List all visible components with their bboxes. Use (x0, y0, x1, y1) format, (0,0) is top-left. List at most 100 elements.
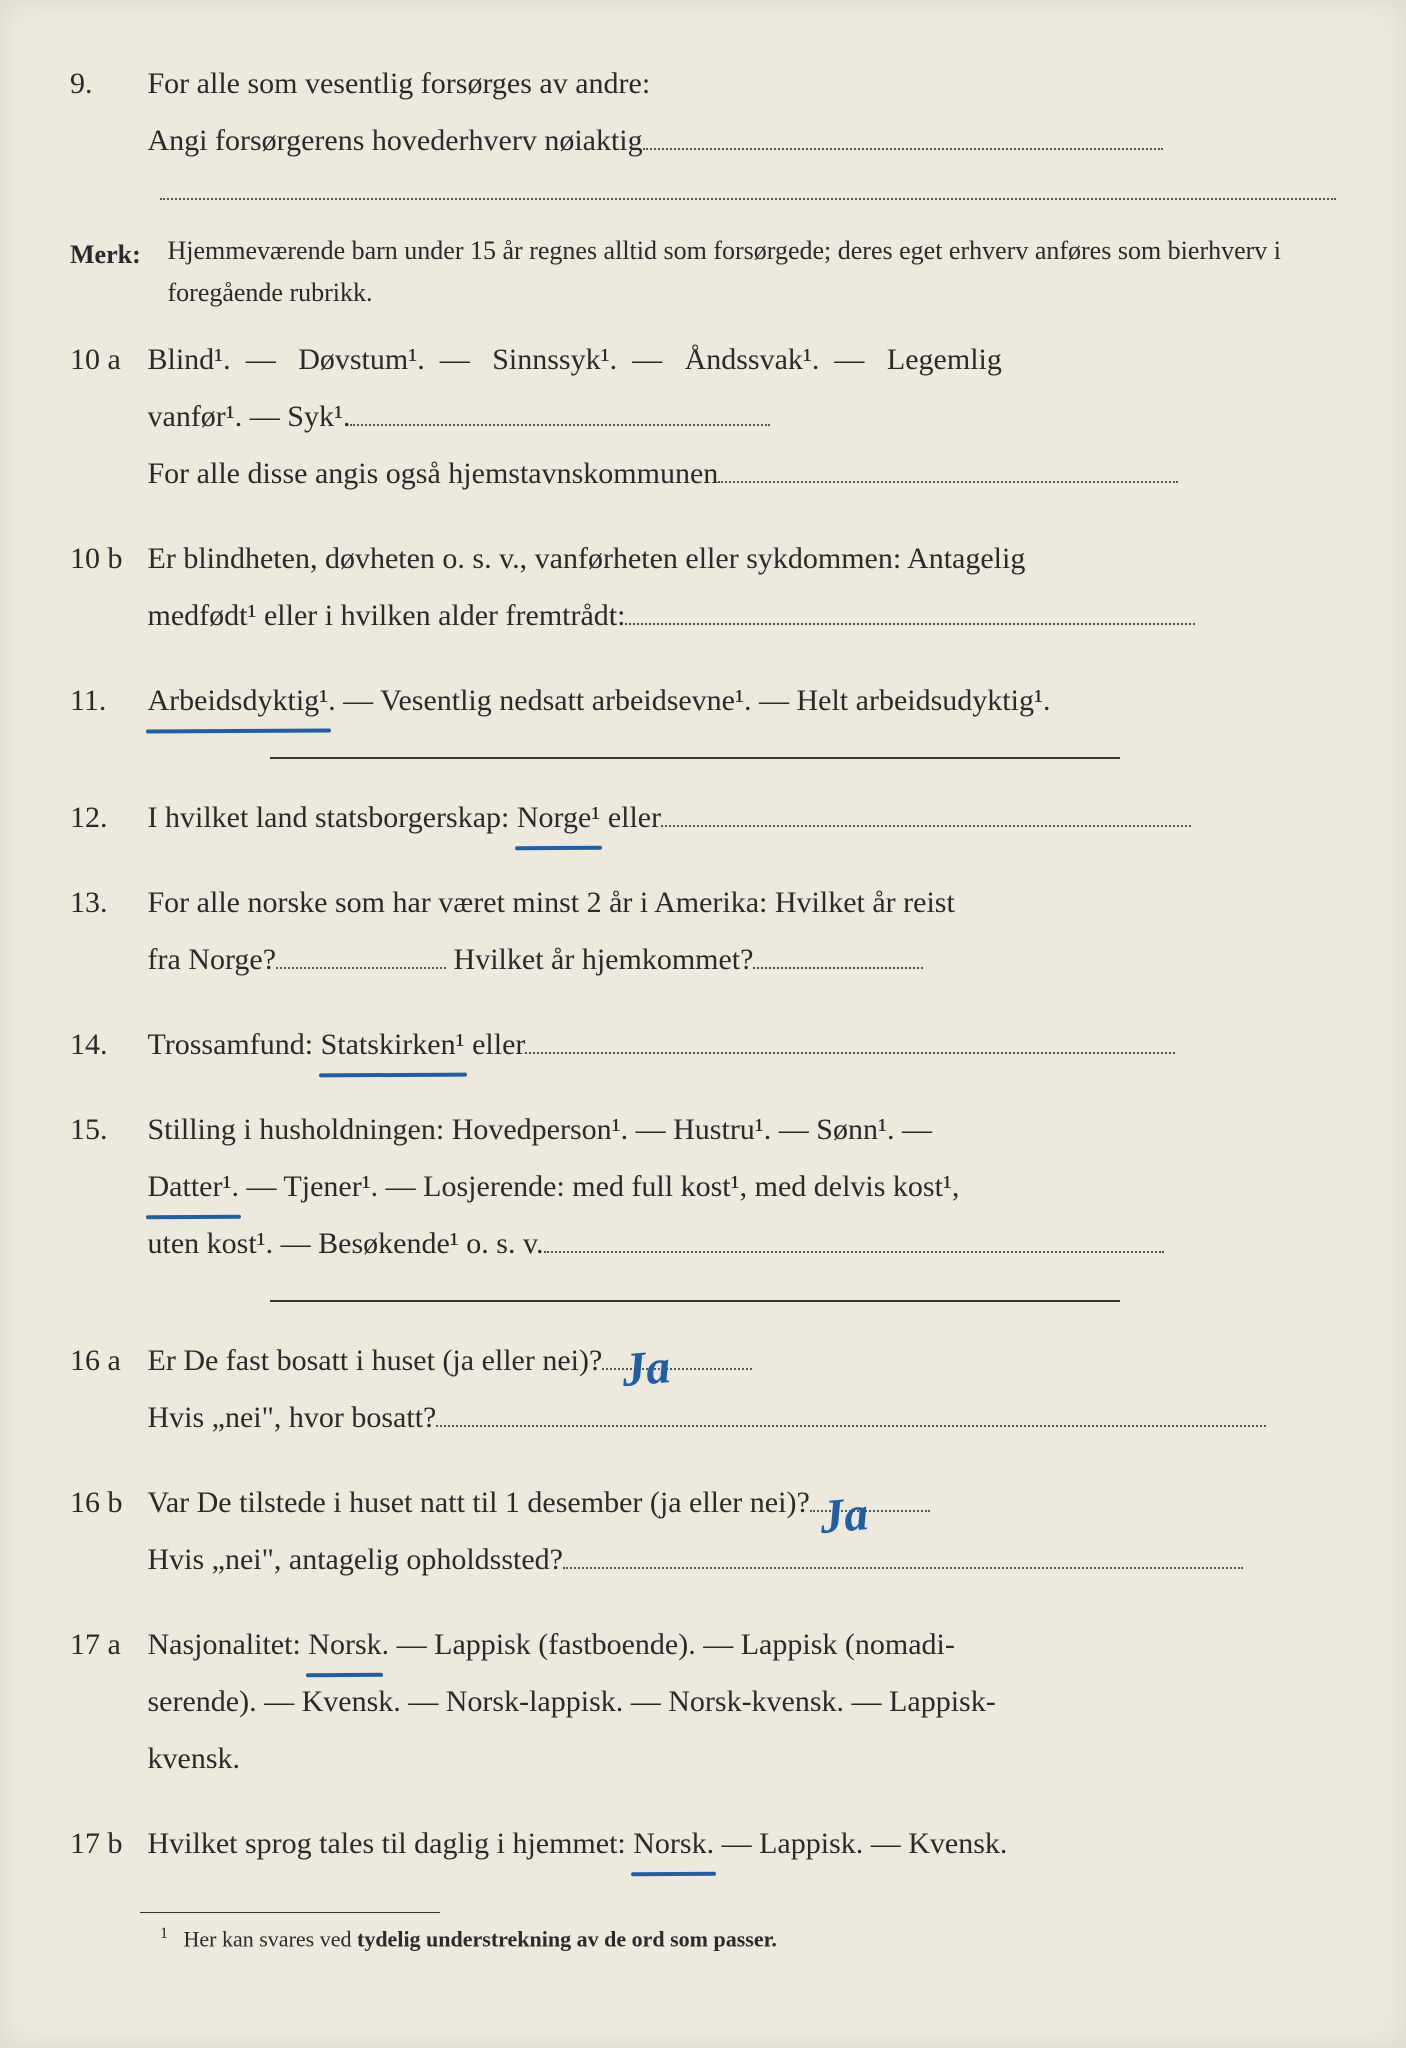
question-9: 9. For alle som vesentlig forsørges av a… (70, 55, 1336, 169)
q16a-line1: Er De fast bosatt i huset (ja eller nei)… (148, 1344, 603, 1377)
blank-line[interactable] (276, 967, 446, 969)
question-body: For alle norske som har været minst 2 år… (148, 874, 1328, 988)
selected-option: Norge¹ (517, 789, 600, 846)
footnote-divider (140, 1912, 440, 1913)
q10b-line2: medfødt¹ eller i hvilken alder fremtrådt… (148, 599, 626, 632)
q17b-rest: — Lappisk. — Kvensk. (714, 1827, 1007, 1860)
q15-line1: Stilling i husholdningen: Hovedperson¹. … (148, 1113, 932, 1146)
question-number: 10 a (70, 331, 140, 388)
footnote-marker: 1 (160, 1925, 168, 1942)
opt: Blind¹. (148, 343, 231, 376)
handwritten-answer: Ja (618, 1321, 674, 1416)
q15-line3: uten kost¹. — Besøkende¹ o. s. v. (148, 1227, 544, 1260)
q17a-line3: kvensk. (148, 1742, 241, 1775)
question-10a: 10 a Blind¹. — Døvstum¹. — Sinnssyk¹. — … (70, 331, 1336, 502)
question-number: 13. (70, 874, 140, 931)
merk-text: Hjemmeværende barn under 15 år regnes al… (168, 230, 1318, 313)
question-body: Stilling i husholdningen: Hovedperson¹. … (148, 1101, 1328, 1272)
question-12: 12. I hvilket land statsborgerskap: Norg… (70, 789, 1336, 846)
selected-option: Datter¹. (148, 1158, 239, 1215)
q17a-line2: serende). — Kvensk. — Norsk-lappisk. — N… (148, 1685, 996, 1718)
question-15: 15. Stilling i husholdningen: Hovedperso… (70, 1101, 1336, 1272)
selected-option: Arbeidsdyktig¹ (148, 672, 329, 729)
question-number: 14. (70, 1016, 140, 1073)
divider (270, 1300, 1120, 1302)
question-number: 17 a (70, 1616, 140, 1673)
handwritten-answer: Ja (816, 1468, 872, 1563)
census-form-page: 9. For alle som vesentlig forsørges av a… (0, 0, 1406, 2048)
answer-line[interactable]: Ja (602, 1368, 752, 1370)
blank-line[interactable] (436, 1425, 1266, 1427)
blank-line[interactable] (544, 1251, 1164, 1253)
q9-line2: Angi forsørgerens hovederhverv nøiaktig (148, 124, 643, 157)
question-body: For alle som vesentlig forsørges av andr… (148, 55, 1328, 169)
footnote-bold: tydelig understrekning av de ord som pas… (357, 1927, 777, 1952)
question-10b: 10 b Er blindheten, døvheten o. s. v., v… (70, 530, 1336, 644)
footnote-text: Her kan svares ved (184, 1927, 358, 1952)
q17b-pre: Hvilket sprog tales til daglig i hjemmet… (148, 1827, 634, 1860)
q16a-line2: Hvis „nei", hvor bosatt? (148, 1401, 437, 1434)
question-14: 14. Trossamfund: Statskirken¹ eller (70, 1016, 1336, 1073)
footnote: 1 Her kan svares ved tydelig understrekn… (160, 1925, 1336, 1952)
merk-label: Merk: (70, 230, 160, 279)
blank-line-full[interactable] (160, 197, 1336, 200)
blank-line[interactable] (625, 623, 1195, 625)
q13-line2b: Hvilket år hjemkommet? (454, 943, 754, 976)
question-17b: 17 b Hvilket sprog tales til daglig i hj… (70, 1815, 1336, 1872)
question-number: 12. (70, 789, 140, 846)
selected-option: Norsk (308, 1616, 381, 1673)
blank-line[interactable] (718, 481, 1178, 483)
question-number: 11. (70, 672, 140, 729)
q16b-line2: Hvis „nei", antagelig opholdssted? (148, 1543, 564, 1576)
selected-option: Norsk. (633, 1815, 714, 1872)
q17a-pre: Nasjonalitet: (148, 1628, 309, 1661)
question-number: 9. (70, 55, 140, 112)
opt: Legemlig (887, 343, 1002, 376)
question-13: 13. For alle norske som har været minst … (70, 874, 1336, 988)
selected-option: Statskirken¹ (321, 1016, 465, 1073)
question-number: 15. (70, 1101, 140, 1158)
question-11: 11. Arbeidsdyktig¹. — Vesentlig nedsatt … (70, 672, 1336, 729)
answer-line[interactable]: Ja (810, 1510, 930, 1512)
blank-line[interactable] (525, 1052, 1175, 1054)
q10a-line3: For alle disse angis også hjemstavnskomm… (148, 457, 719, 490)
question-body: Nasjonalitet: Norsk. — Lappisk (fastboen… (148, 1616, 1328, 1787)
question-body: Trossamfund: Statskirken¹ eller (148, 1016, 1328, 1073)
question-body: Hvilket sprog tales til daglig i hjemmet… (148, 1815, 1328, 1872)
q16b-line1: Var De tilstede i huset natt til 1 desem… (148, 1486, 810, 1519)
q13-line2a: fra Norge? (148, 943, 277, 976)
blank-line[interactable] (563, 1567, 1243, 1569)
question-body: Arbeidsdyktig¹. — Vesentlig nedsatt arbe… (148, 672, 1328, 729)
question-16a: 16 a Er De fast bosatt i huset (ja eller… (70, 1332, 1336, 1446)
question-body: Er De fast bosatt i huset (ja eller nei)… (148, 1332, 1328, 1446)
note-merk: Merk: Hjemmeværende barn under 15 år reg… (70, 230, 1336, 313)
q12-post: eller (608, 801, 661, 834)
q12-pre: I hvilket land statsborgerskap: (148, 801, 517, 834)
question-body: I hvilket land statsborgerskap: Norge¹ e… (148, 789, 1328, 846)
q17a-rest1: . — Lappisk (fastboende). — Lappisk (nom… (382, 1628, 955, 1661)
question-16b: 16 b Var De tilstede i huset natt til 1 … (70, 1474, 1336, 1588)
question-number: 17 b (70, 1815, 140, 1872)
question-number: 16 a (70, 1332, 140, 1389)
blank-line[interactable] (643, 148, 1163, 150)
question-body: Var De tilstede i huset natt til 1 desem… (148, 1474, 1328, 1588)
blank-line[interactable] (753, 967, 923, 969)
question-17a: 17 a Nasjonalitet: Norsk. — Lappisk (fas… (70, 1616, 1336, 1787)
q14-pre: Trossamfund: (148, 1028, 321, 1061)
q15-line2rest: — Tjener¹. — Losjerende: med full kost¹,… (239, 1170, 959, 1203)
q14-post: eller (472, 1028, 525, 1061)
q10b-line1: Er blindheten, døvheten o. s. v., vanfør… (148, 542, 1026, 575)
blank-line[interactable] (661, 825, 1191, 827)
question-number: 10 b (70, 530, 140, 587)
opt: Døvstum¹. (298, 343, 425, 376)
question-body: Blind¹. — Døvstum¹. — Sinnssyk¹. — Åndss… (148, 331, 1328, 502)
blank-line[interactable] (350, 424, 770, 426)
question-number: 16 b (70, 1474, 140, 1531)
q9-line1: For alle som vesentlig forsørges av andr… (148, 67, 651, 100)
q10a-line2: vanfør¹. — Syk¹. (148, 400, 351, 433)
opt: Sinnssyk¹. (492, 343, 617, 376)
opt: Åndssvak¹. (685, 343, 820, 376)
q11-rest: . — Vesentlig nedsatt arbeidsevne¹. — He… (328, 684, 1050, 717)
q13-line1: For alle norske som har været minst 2 år… (148, 886, 955, 919)
divider (270, 757, 1120, 759)
